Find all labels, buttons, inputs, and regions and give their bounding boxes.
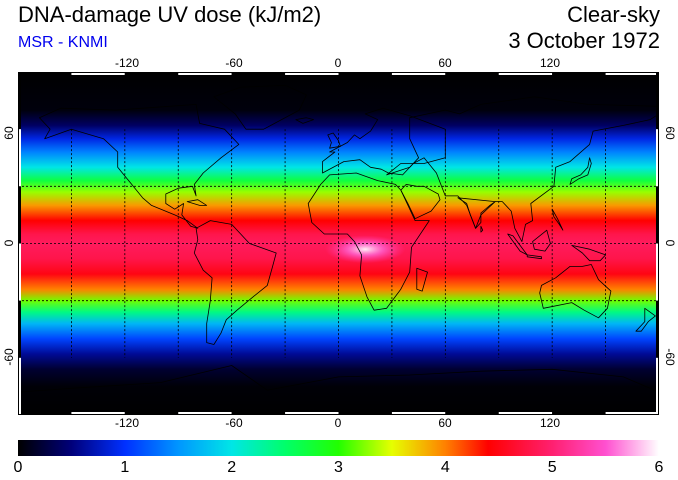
right-border-segment <box>656 357 659 415</box>
antarctica-coastline <box>18 365 659 415</box>
colorbar-tick-label: 5 <box>547 459 557 476</box>
right-border-segment <box>656 243 659 301</box>
right-border-segment <box>656 300 659 358</box>
right-border-segment <box>656 72 659 130</box>
north-america-coastline <box>38 104 240 229</box>
bottom-border-segment <box>552 412 606 415</box>
asia-coastline <box>386 96 659 243</box>
left-border-segment <box>18 186 21 244</box>
left-lat-label: 0 <box>2 239 16 247</box>
bottom-lon-label: -120 <box>114 416 140 430</box>
sri-lanka-coastline <box>480 225 484 233</box>
new-guinea-coastline <box>571 244 606 262</box>
left-lat-label: 60 <box>2 126 16 140</box>
top-lon-label: 120 <box>539 56 561 70</box>
indonesia-borneo-coastline <box>532 229 551 252</box>
map-outline <box>18 72 659 415</box>
map-canvas <box>18 72 659 415</box>
colorbar-tick-label: 6 <box>654 459 664 476</box>
colorbar-tick-label: 0 <box>13 459 23 476</box>
top-border-segment <box>178 72 232 75</box>
colorbar <box>18 440 659 456</box>
japan-coastline <box>569 157 592 185</box>
uk-coastline <box>327 132 341 149</box>
europe-coastline <box>322 107 446 176</box>
right-lat-label: 0 <box>663 239 677 247</box>
colorbar-tick-label: 2 <box>227 459 237 476</box>
top-border-segment <box>124 72 179 75</box>
bottom-border-segment <box>124 412 179 415</box>
philippines-coastline <box>551 208 564 231</box>
south-america-coastline <box>193 220 277 345</box>
java-coastline <box>526 254 542 260</box>
top-border-segment <box>285 72 339 75</box>
map-frame <box>18 72 659 415</box>
africa-dose-hotspot <box>325 235 406 264</box>
right-border-segment <box>656 129 659 187</box>
colorbar-tick-label: 3 <box>334 459 343 476</box>
bottom-lon-label: 60 <box>438 416 452 430</box>
top-border-segment <box>445 72 499 75</box>
bottom-border-segment <box>445 412 499 415</box>
bottom-border-segment <box>178 412 232 415</box>
bottom-border-segment <box>71 412 125 415</box>
left-border-segment <box>18 72 21 130</box>
top-border-segment <box>18 72 72 75</box>
australia-coastline <box>539 264 612 319</box>
top-lon-label: 60 <box>438 56 452 70</box>
bottom-border-segment <box>285 412 339 415</box>
right-border-segment <box>656 186 659 244</box>
top-lon-label: -60 <box>225 56 243 70</box>
bottom-border-segment <box>231 412 286 415</box>
right-lat-label: -60 <box>663 348 677 366</box>
bottom-border-segment <box>498 412 553 415</box>
top-border-segment <box>391 72 446 75</box>
uv-dose-map <box>18 72 659 415</box>
iceland-coastline <box>295 117 315 124</box>
madagascar-coastline <box>416 267 428 292</box>
colorbar-canvas <box>18 440 659 456</box>
bottom-border-segment <box>338 412 392 415</box>
new-zealand-coastline <box>635 307 656 332</box>
sky-mode-label: Clear-sky <box>567 2 660 27</box>
bottom-border-segment <box>18 412 72 415</box>
date-label: 3 October 1972 <box>508 28 660 53</box>
greenland-coastline <box>213 84 307 130</box>
left-lat-label: -60 <box>2 348 16 366</box>
colorbar-tick-label: 4 <box>440 459 450 476</box>
left-border-segment <box>18 243 21 301</box>
bottom-lon-label: -60 <box>225 416 243 430</box>
top-lon-label: 0 <box>334 56 342 70</box>
left-border-segment <box>18 357 21 415</box>
top-border-segment <box>71 72 125 75</box>
source-label: MSR - KNMI <box>18 34 108 51</box>
top-border-segment <box>605 72 659 75</box>
top-border-segment <box>498 72 553 75</box>
top-lon-label: -120 <box>114 56 140 70</box>
africa-coastline <box>307 172 430 311</box>
bottom-border-segment <box>605 412 659 415</box>
right-lat-label: 60 <box>663 126 677 140</box>
map-title: DNA-damage UV dose (kJ/m2) <box>18 2 322 27</box>
bottom-lon-label: 120 <box>539 416 561 430</box>
top-border-segment <box>552 72 606 75</box>
india-coastline <box>457 197 496 229</box>
arabia-coastline <box>400 184 441 220</box>
coastlines <box>18 84 659 415</box>
top-border-segment <box>231 72 286 75</box>
colorbar-gradient <box>18 440 659 456</box>
graticule <box>18 129 659 358</box>
left-border-segment <box>18 300 21 358</box>
bottom-border-segment <box>391 412 446 415</box>
top-border-segment <box>338 72 392 75</box>
colorbar-tick-label: 1 <box>120 459 130 476</box>
bottom-lon-label: 0 <box>334 416 342 430</box>
cuba-coastline <box>186 199 208 206</box>
left-border-segment <box>18 129 21 187</box>
